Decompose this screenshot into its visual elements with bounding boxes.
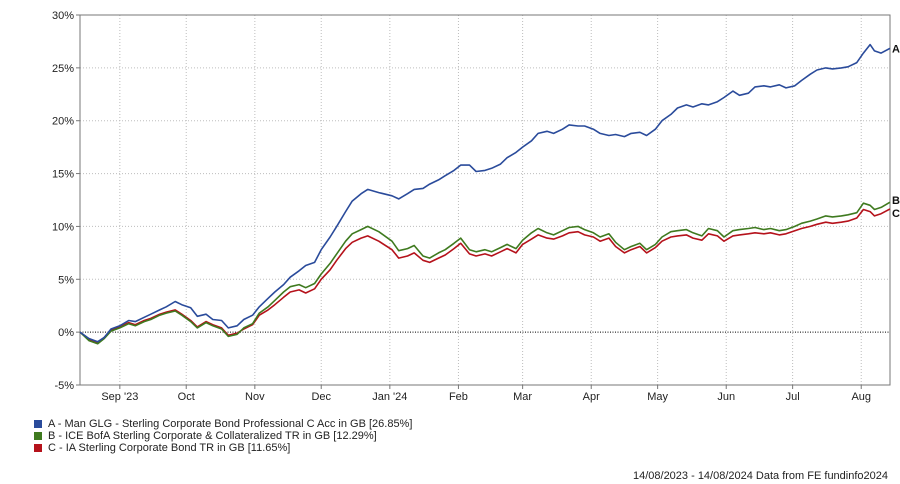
end-label-b: B xyxy=(892,195,900,207)
series-line-a xyxy=(79,43,891,343)
chart-grid xyxy=(80,14,890,386)
x-tick-label: Oct xyxy=(178,391,195,403)
x-tick-label: Jul xyxy=(786,391,800,403)
performance-chart: 30% 25% 20% 15% 10% 5% 0% -5% Sep '23 Oct Nov Dec J… xyxy=(52,10,900,403)
end-label-c: C xyxy=(892,208,900,220)
series-end-labels: A BC xyxy=(892,43,900,220)
y-tick-label: 30% xyxy=(52,10,74,22)
series-line-c xyxy=(79,208,891,344)
legend-label-c: C - IA Sterling Corporate Bond TR in GB … xyxy=(48,442,291,454)
chart-legend: A - Man GLG - Sterling Corporate Bond Pr… xyxy=(34,418,412,454)
end-label-a: A xyxy=(892,43,900,55)
x-tick-label: Aug xyxy=(851,391,871,403)
y-tick-label: -5% xyxy=(54,380,74,392)
x-tick-label: Mar xyxy=(513,391,532,403)
y-tick-label: 5% xyxy=(58,274,74,286)
y-tick-label: 10% xyxy=(52,221,74,233)
legend-item-c: C - IA Sterling Corporate Bond TR in GB … xyxy=(34,442,412,454)
series-line-b xyxy=(79,201,891,345)
legend-swatch-c xyxy=(34,444,42,452)
x-tick-label: Jun xyxy=(717,391,735,403)
y-tick-label: 20% xyxy=(52,116,74,128)
legend-label-a: A - Man GLG - Sterling Corporate Bond Pr… xyxy=(48,418,413,430)
x-axis: Sep '23 Oct Nov Dec Jan '24 Feb Mar Apr May Jun Ju… xyxy=(101,385,871,403)
legend-swatch-b xyxy=(34,432,42,440)
x-tick-label: Nov xyxy=(245,391,265,403)
x-tick-label: Jan '24 xyxy=(372,391,407,403)
x-tick-label: Apr xyxy=(583,391,600,403)
legend-swatch-a xyxy=(34,420,42,428)
x-tick-label: Feb xyxy=(449,391,468,403)
x-tick-label: May xyxy=(647,391,668,403)
y-axis: 30% 25% 20% 15% 10% 5% 0% -5% xyxy=(52,10,80,392)
x-tick-label: Sep '23 xyxy=(101,391,138,403)
chart-footer: 14/08/2023 - 14/08/2024 Data from FE fun… xyxy=(632,470,888,482)
y-tick-label: 25% xyxy=(52,63,74,75)
y-tick-label: 0% xyxy=(58,327,74,339)
series-layer xyxy=(79,43,891,345)
y-tick-label: 15% xyxy=(52,169,74,181)
legend-item-a: A - Man GLG - Sterling Corporate Bond Pr… xyxy=(34,418,412,430)
legend-item-b: B - ICE BofA Sterling Corporate & Collat… xyxy=(34,430,412,442)
plot-frame xyxy=(79,14,891,386)
legend-label-b: B - ICE BofA Sterling Corporate & Collat… xyxy=(48,430,377,442)
x-tick-label: Dec xyxy=(311,391,331,403)
